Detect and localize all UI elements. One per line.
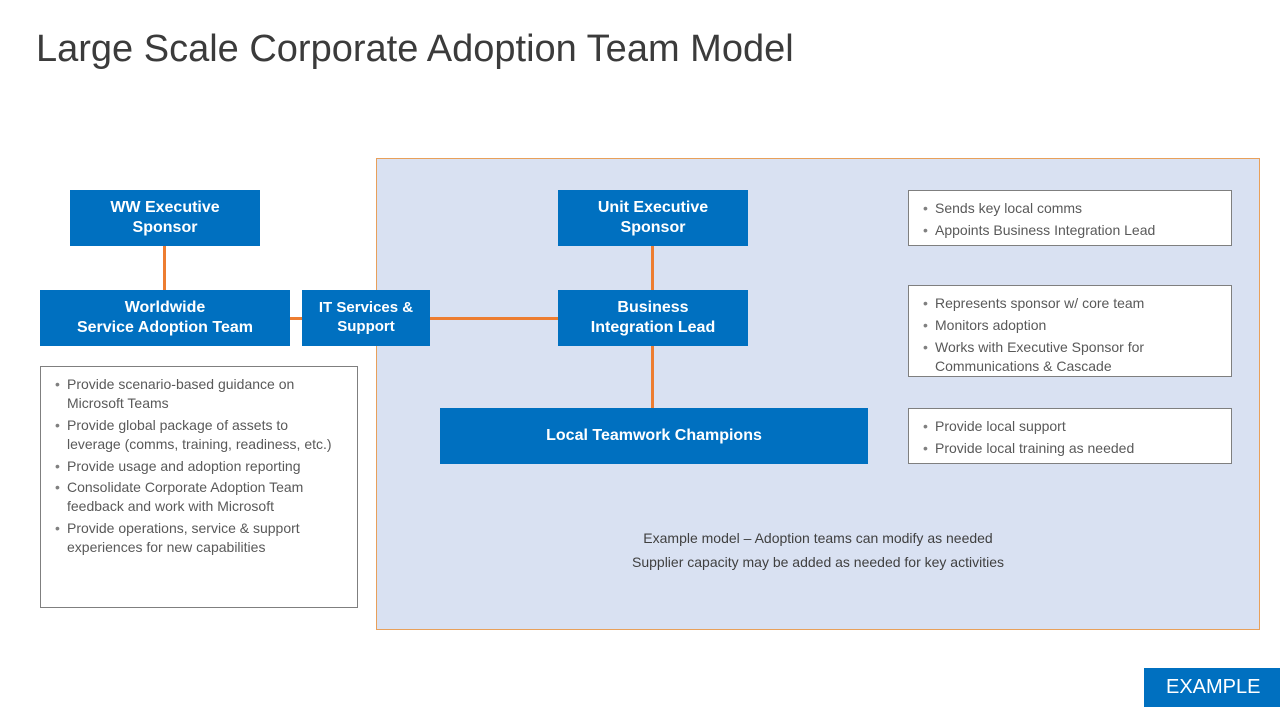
bullet-item: Provide usage and adoption reporting xyxy=(53,457,345,476)
bullet-item: Provide local support xyxy=(921,417,1219,436)
box-label: Sponsor xyxy=(133,219,198,236)
box-label: Business xyxy=(617,299,688,316)
bullet-item: Represents sponsor w/ core team xyxy=(921,294,1219,313)
bullet-item: Provide scenario-based guidance on Micro… xyxy=(53,375,345,413)
bullet-item: Provide global package of assets to leve… xyxy=(53,416,345,454)
it-services-support-box: IT Services & Support xyxy=(302,290,430,346)
bullet-item: Works with Executive Sponsor for Communi… xyxy=(921,338,1219,376)
business-integration-lead-box: Business Integration Lead xyxy=(558,290,748,346)
box-label: WW Executive xyxy=(110,199,219,216)
connector xyxy=(163,246,166,290)
local-teamwork-champions-box: Local Teamwork Champions xyxy=(440,408,868,464)
ww-service-adoption-team-box: Worldwide Service Adoption Team xyxy=(40,290,290,346)
bullet-item: Provide operations, service & support ex… xyxy=(53,519,345,557)
ww-executive-sponsor-box: WW Executive Sponsor xyxy=(70,190,260,246)
connector xyxy=(651,246,654,290)
example-tag: EXAMPLE xyxy=(1144,668,1280,707)
ww-team-description: Provide scenario-based guidance on Micro… xyxy=(40,366,358,608)
box-label: Service Adoption Team xyxy=(77,319,253,336)
box-label: Worldwide xyxy=(125,299,206,316)
box-label: Support xyxy=(337,318,395,335)
bullet-item: Provide local training as needed xyxy=(921,439,1219,458)
footer-note-1: Example model – Adoption teams can modif… xyxy=(376,530,1260,546)
connector xyxy=(651,346,654,408)
slide-title: Large Scale Corporate Adoption Team Mode… xyxy=(36,28,794,71)
box-label: Integration Lead xyxy=(591,319,715,336)
champions-description: Provide local support Provide local train… xyxy=(908,408,1232,464)
box-label: IT Services & xyxy=(319,299,413,316)
biz-lead-description: Represents sponsor w/ core team Monitors … xyxy=(908,285,1232,377)
connector xyxy=(430,317,558,320)
connector xyxy=(290,317,302,320)
bullet-item: Consolidate Corporate Adoption Team feed… xyxy=(53,478,345,516)
bullet-item: Sends key local comms xyxy=(921,199,1219,218)
box-label: Sponsor xyxy=(621,219,686,236)
box-label: Unit Executive xyxy=(598,199,708,216)
unit-executive-sponsor-box: Unit Executive Sponsor xyxy=(558,190,748,246)
box-label: Local Teamwork Champions xyxy=(546,427,762,444)
bullet-item: Appoints Business Integration Lead xyxy=(921,221,1219,240)
footer-note-2: Supplier capacity may be added as needed… xyxy=(376,554,1260,570)
unit-exec-description: Sends key local comms Appoints Business I… xyxy=(908,190,1232,246)
bullet-item: Monitors adoption xyxy=(921,316,1219,335)
